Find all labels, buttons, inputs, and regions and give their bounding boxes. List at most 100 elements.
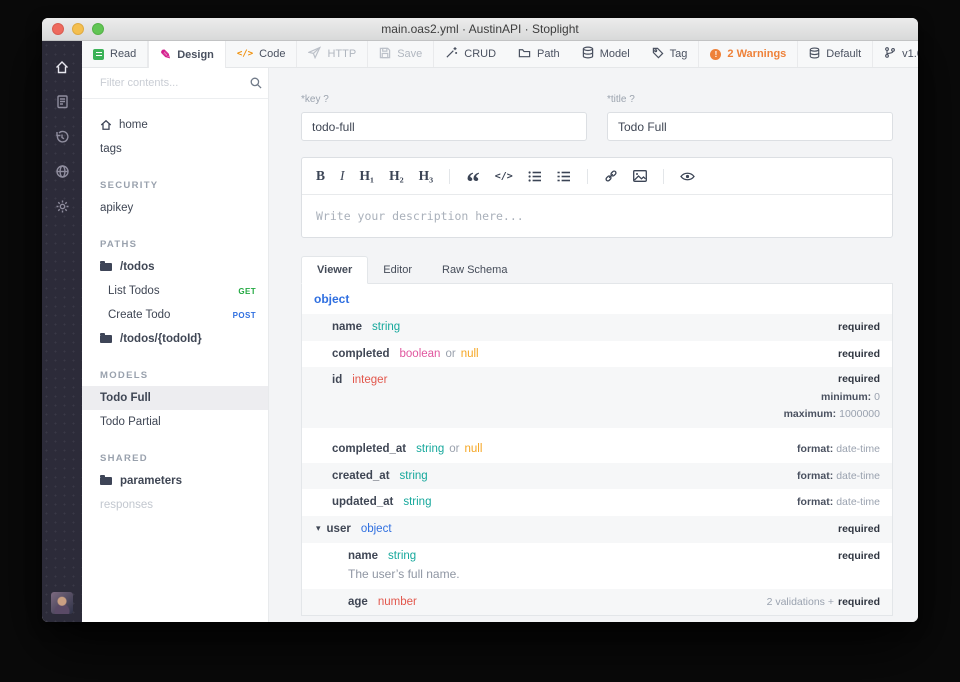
user-avatar[interactable] [51, 592, 73, 614]
tag-button[interactable]: Tag [641, 41, 699, 67]
history-icon[interactable] [42, 119, 82, 154]
sidebar-item-todo-partial[interactable]: Todo Partial [100, 416, 161, 428]
heading1-icon[interactable]: H₁ [359, 168, 375, 183]
property-description: The user’s full name. [348, 567, 460, 582]
schema-row-name[interactable]: name string required [302, 314, 892, 341]
key-label: *key ? [301, 94, 329, 105]
schema-row-id[interactable]: id integer required minimum: 0 maximum: 10… [302, 367, 892, 428]
schema-row-user-age[interactable]: age number 2 validations + required [302, 588, 892, 616]
key-input[interactable] [301, 112, 587, 141]
schema-row-updated-at[interactable]: updated_at string format: date-time [332, 496, 880, 509]
app-window: main.oas2.yml · AustinAPI · Stoplight [42, 18, 918, 622]
code-mode-button[interactable]: </> Code [226, 41, 298, 67]
close-window-button[interactable] [52, 23, 64, 35]
sidebar-item-create-todo[interactable]: Create Todo POST [108, 309, 256, 321]
section-shared: SHARED [100, 452, 148, 464]
preview-eye-icon[interactable] [679, 168, 695, 184]
bullet-list-icon[interactable] [528, 168, 542, 184]
version-button[interactable]: v1.0 [873, 41, 918, 67]
section-paths: PATHS [100, 238, 138, 250]
folder-open-icon [100, 260, 112, 271]
magic-wand-icon [445, 46, 458, 62]
warnings-button[interactable]: ! 2 Warnings [698, 41, 799, 67]
globe-icon[interactable] [42, 154, 82, 189]
description-editor: B I H₁ H₂ H₃ “ </> [301, 157, 893, 238]
section-models: MODELS [100, 369, 149, 381]
branch-icon [884, 46, 896, 62]
gear-icon[interactable] [42, 189, 82, 224]
heading3-icon[interactable]: H₃ [418, 168, 434, 183]
home-icon[interactable] [42, 49, 82, 84]
schema-tabs: Viewer Editor Raw Schema [301, 256, 893, 284]
sidebar-item-apikey[interactable]: apikey [100, 202, 134, 214]
environment-db-icon [809, 47, 820, 62]
folder-icon [100, 332, 112, 343]
titlebar: main.oas2.yml · AustinAPI · Stoplight [42, 18, 918, 41]
collapse-caret-icon[interactable]: ▾ [316, 522, 321, 533]
post-method-badge: POST [232, 310, 256, 320]
tab-raw-schema[interactable]: Raw Schema [442, 264, 508, 276]
filter-bar [82, 68, 268, 99]
sidebar-item-responses[interactable]: responses [100, 499, 154, 511]
heading2-icon[interactable]: H₂ [389, 168, 404, 183]
http-mode-button[interactable]: HTTP [297, 41, 369, 67]
schema-row-user-name[interactable]: name string required The user’s full nam… [302, 543, 892, 589]
sidebar-item-list-todos[interactable]: List Todos GET [108, 285, 256, 297]
ordered-list-icon[interactable] [557, 168, 571, 184]
bold-icon[interactable]: B [316, 168, 326, 183]
image-icon[interactable] [632, 168, 647, 184]
schema-row-completed-at[interactable]: completed_at string or null format: date-… [332, 442, 880, 455]
home-small-icon [100, 119, 112, 131]
markdown-toolbar: B I H₁ H₂ H₃ “ </> [302, 158, 892, 197]
sidebar-item-todos[interactable]: /todos [82, 255, 268, 279]
tag-icon [652, 47, 664, 62]
schema-viewer: object name string required completed bo… [301, 283, 893, 617]
path-button[interactable]: Path [507, 41, 571, 67]
tab-editor[interactable]: Editor [383, 264, 413, 276]
floppy-icon [379, 47, 391, 62]
app-rail [42, 41, 82, 622]
app-toolbar: Read ✎ Design </> Code HTTP Save [82, 41, 918, 68]
title-label: *title ? [607, 94, 635, 105]
sidebar-item-home[interactable]: home [82, 113, 268, 137]
window-title: main.oas2.yml · AustinAPI · Stoplight [381, 22, 579, 36]
traffic-lights [52, 23, 104, 35]
italic-icon[interactable]: I [340, 168, 345, 183]
sidebar-item-todo-id[interactable]: /todos/{todoId} [82, 327, 268, 351]
link-icon[interactable] [604, 168, 618, 184]
schema-row-user[interactable]: ▾ user object required [302, 515, 892, 543]
file-icon[interactable] [42, 84, 82, 119]
save-button[interactable]: Save [368, 41, 435, 67]
database-icon [582, 46, 594, 62]
model-editor: *key ? *title ? B I H₁ H₂ [269, 68, 918, 622]
get-method-badge: GET [238, 286, 256, 296]
folder-icon [100, 474, 112, 485]
schema-root-type[interactable]: object [314, 292, 350, 306]
section-security: SECURITY [100, 179, 159, 191]
sidebar-item-parameters[interactable]: parameters [82, 469, 268, 493]
warning-icon: ! [710, 48, 722, 60]
design-mode-button[interactable]: ✎ Design [148, 41, 226, 68]
tab-viewer[interactable]: Viewer [301, 256, 369, 284]
description-input[interactable] [302, 195, 892, 237]
folder-path-icon [518, 46, 531, 62]
filter-input[interactable] [98, 76, 244, 90]
zoom-window-button[interactable] [92, 23, 104, 35]
crud-button[interactable]: CRUD [434, 41, 507, 67]
minimize-window-button[interactable] [72, 23, 84, 35]
read-mode-button[interactable]: Read [82, 41, 149, 67]
code-icon: </> [236, 49, 254, 59]
pencil-icon: ✎ [160, 47, 172, 62]
environment-button[interactable]: Default [798, 41, 874, 67]
model-button[interactable]: Model [571, 41, 641, 67]
schema-row-completed[interactable]: completed boolean or null required [332, 347, 880, 360]
title-input[interactable] [607, 112, 893, 141]
search-icon [250, 77, 262, 89]
schema-row-created-at[interactable]: created_at string format: date-time [302, 462, 892, 490]
sidebar-tree: home tags SECURITY apikey PATHS /todos [82, 68, 269, 622]
paper-plane-icon [307, 46, 322, 62]
code-block-icon[interactable]: </> [494, 170, 513, 182]
sidebar-item-todo-full[interactable]: Todo Full [82, 386, 268, 410]
blockquote-icon[interactable]: “ [466, 167, 480, 197]
sidebar-item-tags[interactable]: tags [100, 143, 122, 155]
